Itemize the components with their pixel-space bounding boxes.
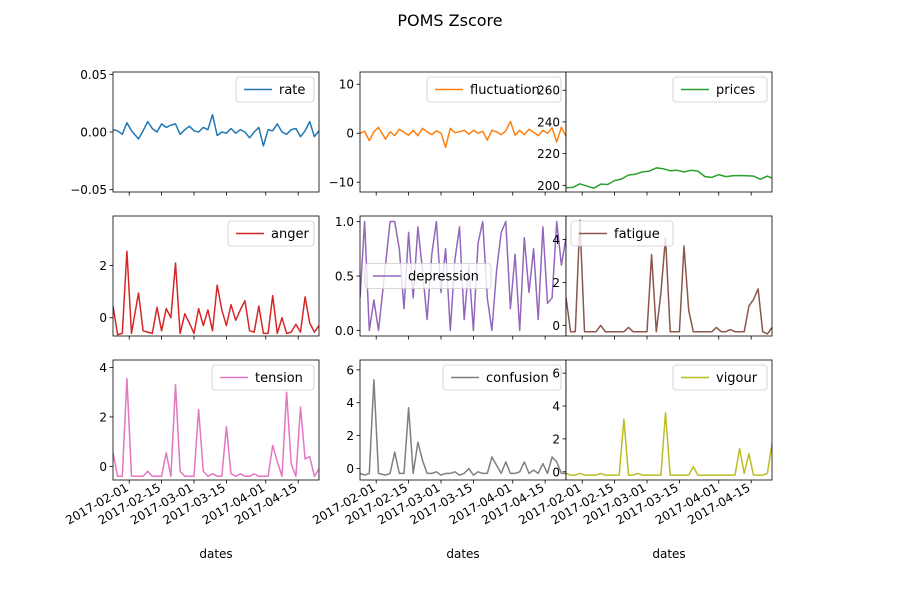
series-line-prices xyxy=(566,167,772,189)
figure-title: POMS Zscore xyxy=(397,11,502,30)
series-line-fluctuation xyxy=(360,120,566,149)
axes-frame xyxy=(112,71,320,193)
legend-box xyxy=(672,76,768,103)
legend-label: tension xyxy=(255,371,303,386)
y-tick-label: 260 xyxy=(537,84,560,98)
axes-frame xyxy=(565,215,773,337)
y-tick-label: 4 xyxy=(99,361,107,375)
y-tick-label: 0.5 xyxy=(335,270,354,284)
legend: tension xyxy=(211,364,315,391)
subplot-prices: 260 240 220 200 prices xyxy=(537,71,773,196)
subplot-fatigue: 4 2 0 fatigue xyxy=(552,215,773,340)
legend: anger xyxy=(227,220,315,247)
legend: prices xyxy=(672,76,768,103)
y-tick-label: 0 xyxy=(552,319,560,333)
y-tick-label: 0.0 xyxy=(335,324,354,338)
y-tick-label: 2 xyxy=(346,429,354,443)
y-tick-label: 0 xyxy=(346,462,354,476)
y-tick-label: 0.00 xyxy=(80,126,107,140)
y-tick-label: 2 xyxy=(99,410,107,424)
series-line-anger xyxy=(113,250,319,336)
series-line-rate xyxy=(113,113,319,147)
y-tick-label: 6 xyxy=(552,367,560,381)
axes-frame xyxy=(565,71,773,193)
subplot-depression: 1.0 0.5 0.0 depression xyxy=(335,215,567,340)
y-tick-label: 0 xyxy=(99,460,107,474)
series-line-confusion xyxy=(360,378,566,476)
y-tick-label: 2 xyxy=(99,259,107,273)
legend: fatigue xyxy=(570,220,674,247)
legend-box xyxy=(364,263,492,289)
legend: fluctuation xyxy=(426,76,562,103)
legend: depression xyxy=(364,263,492,289)
series-line-fatigue xyxy=(566,219,772,335)
legend-label: confusion xyxy=(486,371,549,386)
legend-box xyxy=(570,220,674,247)
y-tick-label: 0 xyxy=(552,465,560,479)
y-tick-label: 2 xyxy=(552,276,560,290)
legend: rate xyxy=(235,76,315,103)
legend-label: rate xyxy=(279,83,305,98)
legend-box xyxy=(211,364,315,391)
legend-box xyxy=(235,76,315,103)
subplot-anger: 2 0 anger xyxy=(99,215,320,340)
legend-label: fluctuation xyxy=(470,83,540,98)
axes-frame xyxy=(565,359,773,481)
y-tick-label: 0 xyxy=(99,311,107,325)
y-tick-label: 200 xyxy=(537,179,560,193)
subplot-fluctuation: 10 0 −10 fluctuation xyxy=(329,71,567,196)
series-line-vigour xyxy=(566,411,772,476)
y-tick-label: 4 xyxy=(552,400,560,414)
legend-label: depression xyxy=(408,270,479,285)
y-tick-label: 4 xyxy=(346,396,354,410)
subplot-confusion: 64202017-02-012017-02-152017-03-012017-0… xyxy=(310,359,567,561)
series-line-depression xyxy=(360,220,566,332)
x-axis-label: dates xyxy=(199,547,232,561)
y-tick-label: 10 xyxy=(339,78,354,92)
axes-frame xyxy=(112,215,320,337)
legend-label: prices xyxy=(716,83,755,98)
x-axis-label: dates xyxy=(446,547,479,561)
y-tick-label: −0.05 xyxy=(70,183,107,197)
legend-box xyxy=(442,364,562,391)
y-tick-label: 0.05 xyxy=(80,68,107,82)
legend-box xyxy=(426,76,562,103)
y-tick-label: 2 xyxy=(552,432,560,446)
legend: vigour xyxy=(672,364,768,391)
y-tick-label: 220 xyxy=(537,147,560,161)
legend: confusion xyxy=(442,364,562,391)
legend-label: fatigue xyxy=(614,227,660,242)
legend-label: vigour xyxy=(716,371,758,386)
legend-label: anger xyxy=(271,227,309,242)
subplot-rate: 0.05 0.00 −0.05 rate xyxy=(70,68,320,197)
y-tick-label: −10 xyxy=(329,176,354,190)
series-line-tension xyxy=(113,377,319,478)
x-axis-label: dates xyxy=(652,547,685,561)
y-tick-label: 240 xyxy=(537,115,560,129)
axes-frame xyxy=(112,359,320,481)
y-tick-label: 0 xyxy=(346,127,354,141)
y-tick-label: 4 xyxy=(552,233,560,247)
y-tick-label: 1.0 xyxy=(335,215,354,229)
legend-box xyxy=(672,364,768,391)
legend-box xyxy=(227,220,315,247)
y-tick-label: 6 xyxy=(346,363,354,377)
subplot-tension: 4202017-02-012017-02-152017-03-012017-03… xyxy=(63,359,320,561)
